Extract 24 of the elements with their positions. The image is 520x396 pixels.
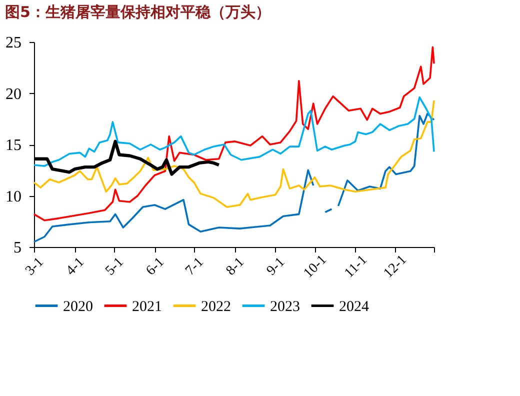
legend-label: 2020: [63, 298, 93, 315]
chart-title: 图5：生猪屠宰量保持相对平稳（万头）: [5, 3, 270, 21]
y-tick-label: 15: [6, 137, 22, 154]
x-tick-label: 9-1: [264, 254, 288, 279]
x-tick-label: 10-1: [301, 252, 330, 282]
x-tick-label: 3-1: [22, 254, 47, 279]
y-tick-label: 20: [6, 86, 22, 103]
x-tick-label: 5-1: [102, 254, 127, 279]
y-tick-label: 10: [6, 188, 22, 206]
x-tick-label: 7-1: [182, 254, 207, 279]
legend-label: 2022: [201, 298, 231, 315]
y-tick-label: 5: [14, 240, 22, 256]
legend-label: 2021: [132, 298, 162, 315]
x-tick-label: 12-1: [381, 252, 410, 282]
legend-label: 2024: [339, 298, 370, 315]
line-series: [33, 46, 435, 222]
x-tick-label: 11-1: [342, 252, 370, 282]
legend-label: 2023: [270, 298, 300, 315]
line-series: [33, 100, 435, 208]
x-tick-label: 4-1: [64, 254, 88, 279]
y-tick-label: 25: [6, 34, 22, 52]
x-tick-label: 6-1: [144, 254, 168, 279]
x-tick-label: 8-1: [224, 254, 248, 279]
line-series: [33, 96, 435, 167]
